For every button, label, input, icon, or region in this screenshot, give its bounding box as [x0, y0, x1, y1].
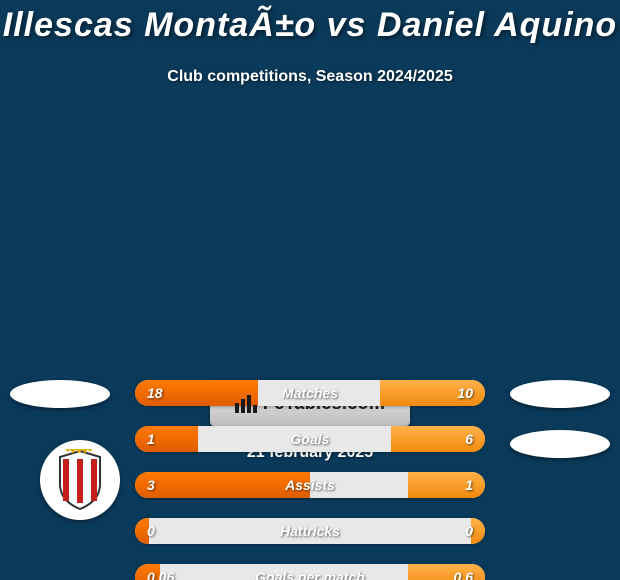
right-club-placeholder [510, 430, 610, 458]
stat-right-value: 0.6 [454, 564, 473, 580]
stat-bar-matches: 18 Matches 10 [135, 380, 485, 406]
comparison-stage: 18 Matches 10 1 Goals 6 3 Assists 1 0 Ha… [0, 380, 620, 462]
stat-label: Goals per match [135, 564, 485, 580]
stat-bars: 18 Matches 10 1 Goals 6 3 Assists 1 0 Ha… [135, 380, 485, 580]
shield-icon [55, 449, 105, 511]
stat-right-value: 0 [465, 518, 473, 544]
stat-bar-goals: 1 Goals 6 [135, 426, 485, 452]
stat-label: Matches [135, 380, 485, 406]
right-player-placeholder [510, 380, 610, 408]
left-player-placeholder [10, 380, 110, 408]
page-title: Illescas MontaÃ±o vs Daniel Aquino [0, 6, 620, 45]
stat-label: Goals [135, 426, 485, 452]
bar-chart-icon [235, 395, 257, 413]
stat-right-value: 6 [465, 426, 473, 452]
stat-right-value: 1 [465, 472, 473, 498]
page-subtitle: Club competitions, Season 2024/2025 [0, 68, 620, 86]
left-club-crest [40, 440, 120, 520]
stat-label: Assists [135, 472, 485, 498]
stat-right-value: 10 [457, 380, 473, 406]
stat-label: Hattricks [135, 518, 485, 544]
stat-bar-goals-per-match: 0.06 Goals per match 0.6 [135, 564, 485, 580]
stat-bar-hattricks: 0 Hattricks 0 [135, 518, 485, 544]
stat-bar-assists: 3 Assists 1 [135, 472, 485, 498]
